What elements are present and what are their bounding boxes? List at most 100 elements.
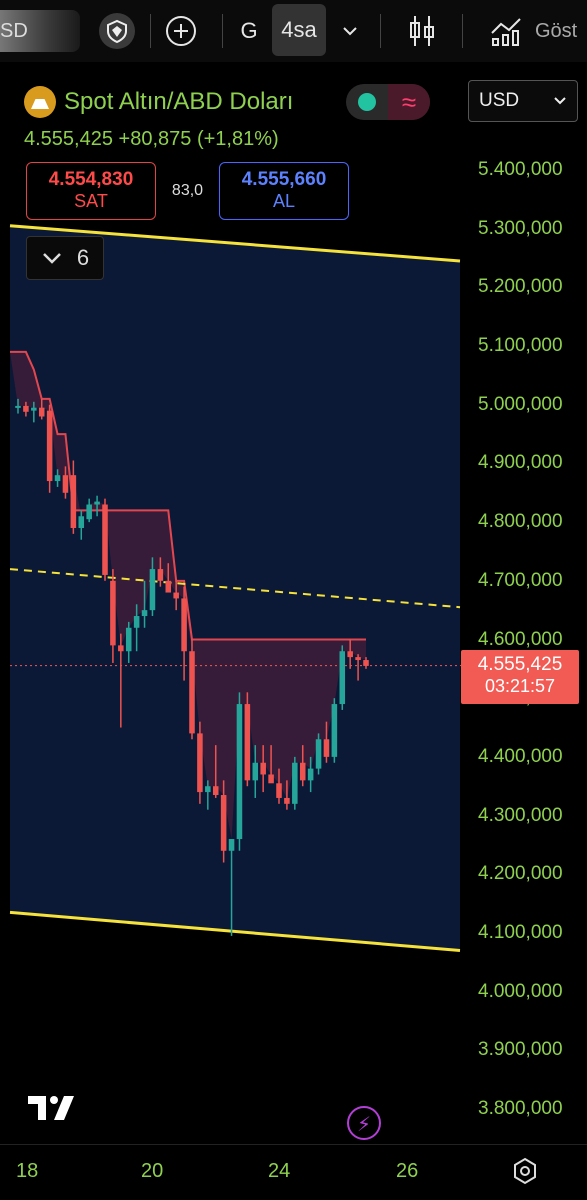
candle-body (228, 839, 235, 851)
sell-button[interactable]: 4.554,830 SAT (26, 162, 156, 220)
candle-body (165, 580, 172, 593)
candle-body (118, 645, 124, 652)
y-tick-label: 5.300,000 (478, 217, 563, 239)
price-change-line: 4.555,425 +80,875 (+1,81%) (24, 128, 279, 150)
bar-countdown: 03:21:57 (484, 676, 556, 696)
symbol-title-row: Spot Altın/ABD Doları (24, 84, 293, 120)
candle-body (236, 704, 243, 840)
candle-body (70, 475, 77, 528)
indicators-button[interactable] (486, 8, 526, 54)
market-open-icon (358, 93, 376, 111)
shield-alert-icon (99, 13, 135, 49)
candle-body (307, 768, 314, 781)
currency-select[interactable]: USD (468, 80, 578, 122)
candle-body (157, 569, 164, 581)
currency-value: USD (479, 90, 520, 111)
settings-icon[interactable] (510, 1156, 540, 1186)
y-tick-label: 4.100,000 (478, 921, 563, 943)
y-tick-label: 4.700,000 (478, 569, 563, 591)
candle-body (15, 405, 21, 408)
x-tick-label: 20 (141, 1160, 164, 1182)
x-tick-label: 24 (268, 1160, 291, 1182)
y-tick-label: 3.800,000 (478, 1098, 563, 1119)
top-toolbar: SD G 4sa (0, 0, 587, 62)
chevron-down-icon (554, 97, 566, 105)
candle-body (62, 475, 69, 493)
interval-day-button[interactable]: G (240, 18, 258, 43)
y-tick-label: 4.400,000 (478, 745, 563, 767)
candle-body (38, 407, 45, 417)
candle-body (86, 504, 92, 520)
candle-body (260, 762, 266, 775)
candle-body (331, 704, 338, 757)
x-tick-label: 26 (396, 1160, 419, 1182)
y-tick-label: 5.200,000 (478, 276, 563, 298)
last-price: 4.555,425 (477, 654, 563, 675)
channel-upper-line (9, 224, 461, 263)
add-button[interactable] (160, 8, 202, 54)
gold-coin-icon (24, 86, 56, 118)
buy-label: AL (272, 191, 296, 211)
candle-body (355, 657, 361, 661)
price-chart[interactable] (0, 62, 587, 1200)
candle-body (181, 598, 187, 652)
indicators-collapse-button[interactable]: 6 (26, 236, 104, 280)
sell-label: SAT (74, 191, 108, 211)
candle-body (54, 475, 61, 482)
market-status-pill[interactable]: ≈ (346, 84, 430, 120)
y-tick-label: 4.300,000 (478, 804, 563, 826)
candle-body (149, 569, 156, 611)
candles-icon (410, 16, 434, 46)
candle-body (363, 660, 369, 666)
candle-body (276, 783, 282, 798)
cloud-fill (10, 351, 366, 840)
interval-dropdown[interactable] (334, 8, 366, 54)
plus-circle-icon (166, 16, 196, 46)
candle-body (133, 616, 140, 628)
candle-body (347, 651, 353, 658)
y-tick-label: 5.100,000 (478, 335, 563, 357)
sell-price: 4.554,830 (48, 169, 134, 190)
tradingview-logo-icon (28, 1096, 74, 1120)
candle-body (315, 739, 322, 769)
candle-body (197, 733, 203, 793)
candle-body (268, 774, 274, 784)
symbol-title: Spot Altın/ABD Doları (64, 88, 294, 115)
chevron-down-icon (42, 253, 61, 264)
chart-type-button[interactable] (402, 8, 442, 54)
candle-body (110, 580, 116, 646)
candle-body (212, 786, 219, 796)
candle-body (78, 516, 85, 528)
interval-4h-button[interactable]: 4sa (272, 4, 326, 56)
y-tick-label: 3.900,000 (478, 1039, 563, 1061)
candle-body (205, 786, 211, 793)
candle-body (292, 762, 298, 804)
candle-body (189, 651, 195, 734)
candle-body (323, 739, 330, 757)
symbol-search-text: SD (0, 20, 28, 42)
candle-body (141, 610, 148, 617)
buy-button[interactable]: 4.555,660 AL (219, 162, 349, 220)
channel-lower-line (9, 910, 461, 953)
candle-body (252, 762, 259, 781)
x-tick-label: 18 (16, 1160, 39, 1182)
last-price-tag: 4.555,425 03:21:57 (461, 650, 579, 704)
candle-body (102, 504, 108, 575)
buy-price: 4.555,660 (241, 169, 327, 190)
symbol-search[interactable]: SD (0, 10, 80, 52)
chart-growth-icon (491, 18, 521, 46)
candle-body (220, 795, 227, 851)
y-tick-label: 4.000,000 (478, 980, 563, 1002)
chevron-down-icon (343, 27, 357, 36)
y-tick-label: 4.900,000 (478, 452, 563, 474)
alert-button[interactable] (94, 8, 140, 54)
lightning-icon[interactable]: ⚡ (347, 1106, 381, 1140)
wave-icon: ≈ (388, 84, 430, 120)
candle-body (173, 592, 179, 599)
more-label[interactable]: Göst (535, 19, 578, 42)
candle-body (339, 651, 346, 705)
y-tick-label: 5.000,000 (478, 393, 563, 415)
indicators-count: 6 (76, 245, 90, 270)
y-tick-label: 5.400,000 (478, 159, 563, 180)
candle-body (125, 627, 132, 652)
